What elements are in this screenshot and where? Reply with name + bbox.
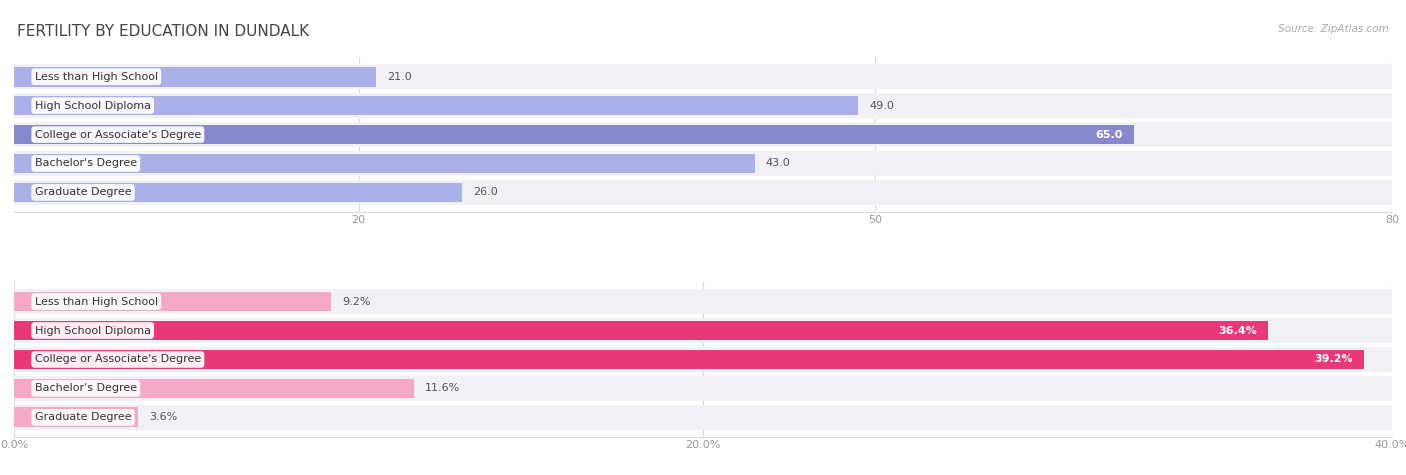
Text: Less than High School: Less than High School <box>35 72 157 82</box>
Text: Graduate Degree: Graduate Degree <box>35 412 131 422</box>
Bar <box>14 350 1364 369</box>
FancyBboxPatch shape <box>14 93 1392 118</box>
Text: 39.2%: 39.2% <box>1315 354 1354 364</box>
Text: Less than High School: Less than High School <box>35 296 157 306</box>
Text: 3.6%: 3.6% <box>149 412 177 422</box>
FancyBboxPatch shape <box>14 405 1392 430</box>
Bar <box>14 379 413 398</box>
Text: 65.0: 65.0 <box>1095 130 1122 140</box>
FancyBboxPatch shape <box>14 151 1392 176</box>
Bar <box>14 96 858 115</box>
FancyBboxPatch shape <box>14 64 1392 89</box>
Text: Graduate Degree: Graduate Degree <box>35 188 131 198</box>
Text: College or Associate's Degree: College or Associate's Degree <box>35 354 201 364</box>
Bar <box>14 67 375 86</box>
FancyBboxPatch shape <box>14 180 1392 205</box>
Text: High School Diploma: High School Diploma <box>35 325 150 335</box>
Text: 21.0: 21.0 <box>387 72 412 82</box>
Bar <box>14 321 1268 341</box>
FancyBboxPatch shape <box>14 122 1392 147</box>
Text: High School Diploma: High School Diploma <box>35 101 150 111</box>
Text: Source: ZipAtlas.com: Source: ZipAtlas.com <box>1278 24 1389 34</box>
Text: 49.0: 49.0 <box>869 101 894 111</box>
Text: 36.4%: 36.4% <box>1218 325 1257 335</box>
Text: 43.0: 43.0 <box>766 159 790 169</box>
Text: Bachelor's Degree: Bachelor's Degree <box>35 159 136 169</box>
Text: College or Associate's Degree: College or Associate's Degree <box>35 130 201 140</box>
Bar <box>14 125 1133 144</box>
Text: 11.6%: 11.6% <box>425 383 460 393</box>
Text: 26.0: 26.0 <box>472 188 498 198</box>
FancyBboxPatch shape <box>14 318 1392 343</box>
Text: Bachelor's Degree: Bachelor's Degree <box>35 383 136 393</box>
FancyBboxPatch shape <box>14 376 1392 401</box>
Bar <box>14 292 330 312</box>
Bar <box>14 153 755 173</box>
Bar <box>14 408 138 427</box>
Text: FERTILITY BY EDUCATION IN DUNDALK: FERTILITY BY EDUCATION IN DUNDALK <box>17 24 309 39</box>
Bar <box>14 182 463 202</box>
FancyBboxPatch shape <box>14 347 1392 372</box>
Text: 9.2%: 9.2% <box>342 296 371 306</box>
FancyBboxPatch shape <box>14 289 1392 314</box>
